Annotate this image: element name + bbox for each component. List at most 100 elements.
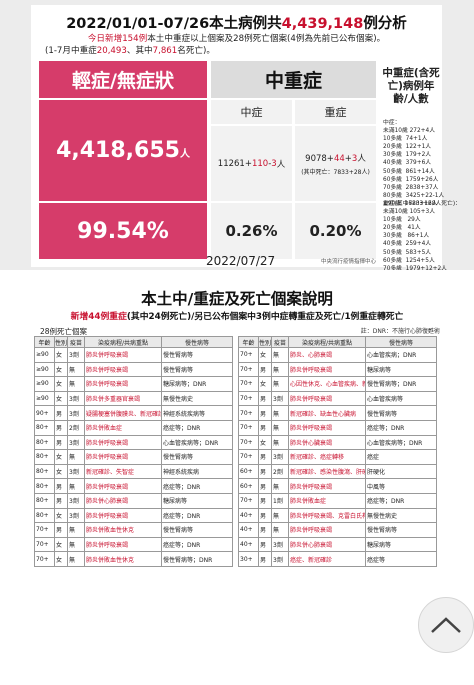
mild-total: 4,418,655人 — [56, 138, 190, 163]
cell-sex: 男 — [258, 551, 272, 567]
cell-vaccine: 無 — [271, 478, 289, 494]
cell-chronic: 慢性腎病等；DNR — [161, 551, 233, 567]
moderate-label: 中症 — [211, 100, 292, 124]
cell-vaccine: 3劑 — [67, 463, 85, 480]
cell-vaccine: 2劑 — [271, 463, 289, 480]
cell-sex: 男 — [258, 507, 272, 524]
col-vaccine: 疫苗 — [67, 336, 85, 348]
cell-vaccine: 3劑 — [271, 390, 289, 407]
cell-vaccine: 無 — [67, 376, 85, 392]
cell-chronic: 癌症等；DNR — [365, 492, 437, 509]
cell-sex: 女 — [54, 463, 68, 480]
deaths-label: 28例死亡個案 — [40, 327, 88, 336]
cell-chronic: 慢性腎病等 — [365, 405, 437, 421]
cell-chronic: 癌症等；DNR — [161, 478, 233, 494]
cell-age: 80+ — [34, 507, 55, 524]
summary-subtitle: 今日新增154例本土中重症以上個案及28例死亡個案(4例為先前已公布個案)。 — [87, 34, 386, 44]
cell-chronic: 糖尿病等 — [365, 536, 437, 553]
cell-sex: 男 — [258, 492, 272, 509]
cell-vaccine: 2劑 — [67, 419, 85, 436]
cell-course: 肺炎併心臟衰竭 — [288, 434, 366, 451]
moderate-age-list: 中症： 未滿10歲 272+4人 10多歲 74+1人 20多歲 122+1人 3… — [383, 120, 445, 207]
cell-course: 肺炎併心肺衰竭 — [288, 536, 366, 553]
scroll-to-top-button[interactable] — [418, 597, 474, 653]
table-row: 80+ 女 3劑 肺炎併呼吸衰竭 癌症等；DNR — [34, 507, 233, 524]
mild-heading: 輕症/無症狀 — [39, 61, 207, 98]
cell-course: 新冠確診、癌症轉移 — [288, 449, 366, 465]
cell-sex: 女 — [54, 536, 68, 553]
cell-sex: 女 — [54, 347, 68, 363]
table-row: 30+ 男 3劑 癌症、新冠確診 癌症等 — [238, 551, 437, 567]
table-row: 70+ 男 3劑 肺炎併呼吸衰竭 心血管疾病等 — [238, 390, 437, 407]
table-row: ≥90 女無肺炎併呼吸衰竭 慢性腎病等 — [34, 361, 233, 378]
table-row: ≥90 女無肺炎併呼吸衰竭 糖尿病等；DNR — [34, 376, 233, 392]
cell-chronic: 無慢性病史 — [161, 390, 233, 407]
cell-course: 疑腸梗塞併腹膜炎、新冠確診 — [84, 405, 162, 421]
cell-course: 新冠確診、缺血性心臟病 — [288, 405, 366, 421]
table-row: 80+ 男無肺炎併呼吸衰竭 癌症等；DNR — [34, 478, 233, 494]
cell-chronic: 心血管疾病等；DNR — [365, 434, 437, 451]
cell-age: 70+ — [238, 419, 259, 436]
cell-age: 70+ — [34, 551, 55, 567]
cell-chronic: 癌症等；DNR — [161, 419, 233, 436]
chevron-up-icon — [431, 617, 461, 633]
cell-course: 心因性休克、心血管疾病、新冠確診 — [288, 376, 366, 392]
table-row: 80+ 男 3劑 肺炎併呼吸衰竭 心血管疾病等；DNR — [34, 434, 233, 451]
cell-sex: 女 — [54, 390, 68, 407]
cell-course: 肺炎併呼吸衰竭 — [288, 361, 366, 378]
cell-age: ≥90 — [34, 361, 55, 378]
cell-age: 80+ — [34, 478, 55, 494]
cell-age: 40+ — [238, 522, 259, 538]
cell-sex: 男 — [258, 449, 272, 465]
cell-chronic: 癌症等 — [365, 551, 437, 567]
table-row: 70+ 男無新冠確診、缺血性心臟病 慢性腎病等 — [238, 405, 437, 421]
cell-sex: 男 — [54, 405, 68, 421]
table-row: 70+ 女無肺炎、心肺衰竭 心血管疾病；DNR — [238, 347, 437, 363]
cell-age: 70+ — [238, 434, 259, 451]
cell-sex: 男 — [258, 536, 272, 553]
cell-age: 40+ — [238, 536, 259, 553]
cell-course: 肺炎併敗血性休克 — [84, 551, 162, 567]
cell-chronic: 癌症等；DNR — [365, 419, 437, 436]
table-row: 80+ 女 3劑 新冠確診、失智症 神經系統疾病 — [34, 463, 233, 480]
cell-age: 70+ — [238, 347, 259, 363]
table-row: 70+ 女無肺炎併心臟衰竭 心血管疾病等；DNR — [238, 434, 437, 451]
cell-age: 70+ — [238, 405, 259, 421]
cell-vaccine: 3劑 — [67, 434, 85, 451]
cell-age: 70+ — [238, 376, 259, 392]
cell-age: 70+ — [34, 536, 55, 553]
cell-sex: 女 — [54, 376, 68, 392]
cell-course: 肺炎併呼吸衰竭 — [288, 522, 366, 538]
col-chronic: 慢性病等 — [365, 336, 437, 348]
cell-sex: 男 — [258, 478, 272, 494]
table-row: 70+ 女無肺炎併呼吸衰竭 癌症等；DNR — [34, 536, 233, 553]
cell-course: 癌症、新冠確診 — [288, 551, 366, 567]
cell-age: ≥90 — [34, 376, 55, 392]
summary-card: 2022/01/01-07/26本土病例共4,439,148例分析 今日新增15… — [31, 5, 461, 288]
cell-course: 肺炎併呼吸衰竭、克雷白氏桿菌血症併發肺炎 — [288, 507, 366, 524]
death-cases-table-right: 年齡 性別 疫苗 染疫病程/共病重點 慢性病等 70+ 女無肺炎、心肺衰竭 心血管疾… — [238, 336, 437, 567]
cell-vaccine: 3劑 — [271, 449, 289, 465]
moderate-percent: 0.26% — [211, 203, 292, 259]
table-row: 70+ 男無肺炎併敗血性休克 慢性腎病等 — [34, 522, 233, 538]
table-row: 70+ 男 1劑 肺炎併敗血症 癌症等；DNR — [238, 492, 437, 509]
summary-panel: 2022/01/01-07/26本土病例共4,439,148例分析 今日新增15… — [0, 0, 474, 288]
age-breakdown-title: 中重症(含死亡)病例年齡/人數 — [382, 67, 440, 105]
cell-course: 肺炎併心肺衰竭 — [84, 492, 162, 509]
cell-sex: 女 — [258, 376, 272, 392]
cell-course: 肺炎併敗血症 — [84, 419, 162, 436]
cell-chronic: 心血管疾病；DNR — [365, 347, 437, 363]
col-vaccine: 疫苗 — [271, 336, 289, 348]
cell-sex: 女 — [258, 434, 272, 451]
cell-age: 90+ — [34, 405, 55, 421]
table-row: 80+ 女無肺炎併呼吸衰竭 慢性腎病等 — [34, 449, 233, 465]
case-details-section: 本土中/重症及死亡個案說明 新增44例重症(其中24例死亡)/另已公布個案中3例… — [0, 270, 474, 685]
cell-age: 30+ — [238, 551, 259, 567]
dnr-legend: 註：DNR：不施行心肺復甦術 — [360, 328, 440, 335]
cell-age: 70+ — [238, 492, 259, 509]
table-row: 60+ 男無肺炎併呼吸衰竭 中風等 — [238, 478, 437, 494]
cell-course: 肺炎併呼吸衰竭 — [84, 347, 162, 363]
table-row: 70+ 男 3劑 新冠確診、癌症轉移 癌症 — [238, 449, 437, 465]
